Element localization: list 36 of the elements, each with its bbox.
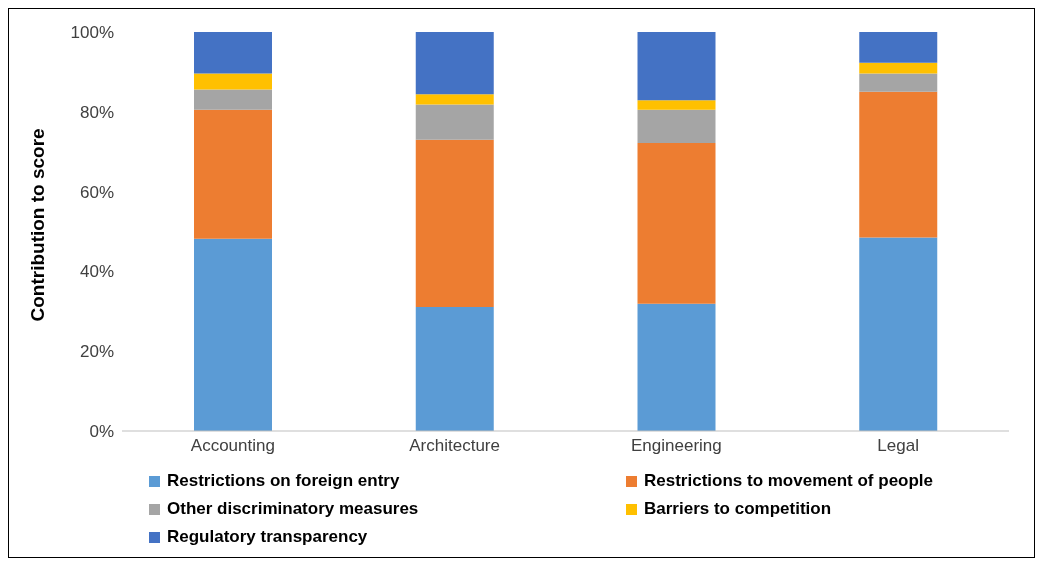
y-tick-label: 80% xyxy=(79,102,114,122)
y-tick-label: 100% xyxy=(70,23,114,43)
bar xyxy=(859,237,938,431)
bar xyxy=(637,109,716,143)
bar xyxy=(194,109,272,239)
bar xyxy=(415,32,494,95)
legend-label: Regulatory transparency xyxy=(167,527,368,547)
legend-label: Barriers to competition xyxy=(644,499,832,519)
bar xyxy=(194,238,272,431)
bar xyxy=(637,100,716,110)
x-tick-label: Engineering xyxy=(631,436,722,456)
bar xyxy=(637,303,716,431)
legend-label: Restrictions on foreign entry xyxy=(167,471,400,491)
x-tick-label: Legal xyxy=(877,436,919,456)
bar xyxy=(415,104,494,140)
bar xyxy=(415,306,494,431)
bar xyxy=(637,142,716,304)
bar xyxy=(637,32,716,101)
bar xyxy=(415,139,494,307)
x-tick-label: Accounting xyxy=(190,436,275,456)
legend-label: Other discriminatory measures xyxy=(167,499,419,519)
x-tick-label: Architecture xyxy=(409,436,500,456)
bar xyxy=(859,62,938,74)
bar xyxy=(859,73,938,92)
legend-label: Restrictions to movement of people xyxy=(644,471,934,491)
bar xyxy=(415,94,494,105)
bar xyxy=(194,89,272,110)
y-tick-label: 20% xyxy=(79,342,114,362)
bar xyxy=(194,32,272,74)
bar xyxy=(859,91,938,238)
bar xyxy=(194,73,272,90)
y-tick-label: 60% xyxy=(79,182,114,202)
y-tick-label: 40% xyxy=(79,262,114,282)
y-tick-label: 0% xyxy=(89,422,114,442)
y-axis-title: Contribution to score xyxy=(26,128,48,322)
bar xyxy=(859,32,938,63)
